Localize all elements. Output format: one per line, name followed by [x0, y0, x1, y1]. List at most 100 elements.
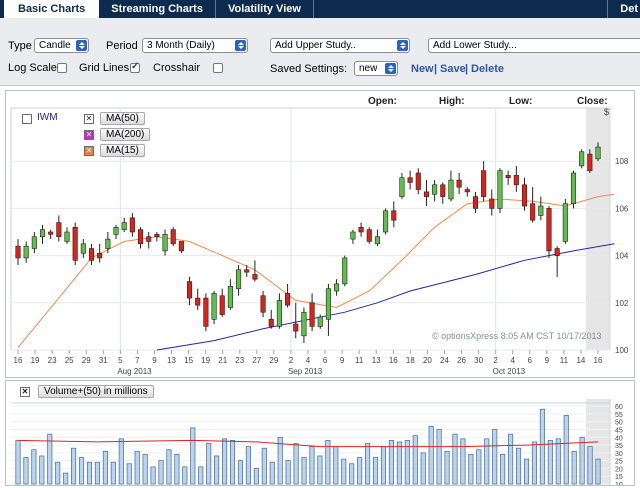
- upper-study-value: Add Upper Study..: [275, 40, 356, 51]
- x-tick-label: 27: [252, 356, 261, 365]
- x-tick-label: 13: [372, 356, 381, 365]
- volume-bar: [325, 440, 331, 485]
- candle-body: [489, 198, 495, 209]
- volume-bar: [166, 449, 172, 485]
- dropdown-arrow-icon: [385, 63, 396, 74]
- candle-body: [579, 151, 585, 167]
- volume-bar: [150, 466, 156, 485]
- volume-bar: [39, 455, 45, 485]
- volume-bars: [15, 408, 601, 485]
- high-label: High:: [439, 96, 465, 107]
- volume-bar: [571, 450, 577, 485]
- volume-study-button[interactable]: Volume+(50) in millions: [38, 385, 154, 398]
- volume-bar: [357, 457, 363, 485]
- x-tick-label: 7: [135, 356, 140, 365]
- candle-body: [546, 208, 552, 252]
- volume-chart[interactable]: 6055504540353025201510: [6, 381, 634, 485]
- lower-study-value: Add Lower Study...: [433, 40, 517, 51]
- save-link[interactable]: Save: [440, 63, 466, 75]
- volume-bar: [468, 454, 474, 485]
- month-label: Sep 2013: [288, 367, 323, 376]
- x-tick-label: 30: [474, 356, 483, 365]
- type-select-value: Candle: [39, 40, 71, 51]
- ma15-button[interactable]: MA(15): [100, 144, 145, 157]
- volume-ma-polyline: [17, 439, 599, 448]
- candle-body: [39, 229, 46, 238]
- volume-bar: [555, 438, 561, 485]
- period-label: Period: [106, 40, 138, 52]
- candle-body: [195, 297, 201, 306]
- volume-bar: [563, 415, 569, 485]
- volume-panel: ✕ Volume+(50) in millions 60 55 50 45 40 35 30…: [5, 380, 635, 486]
- tab-streaming-charts[interactable]: Streaming Charts: [99, 0, 216, 18]
- candle-body: [252, 274, 258, 280]
- x-tick-label: 24: [440, 356, 449, 365]
- lower-study-select[interactable]: Add Lower Study...: [428, 38, 640, 53]
- volume-bar: [47, 433, 53, 485]
- volume-bar: [182, 466, 188, 485]
- candle-body: [521, 184, 528, 207]
- ma50-button[interactable]: MA(50): [100, 112, 145, 125]
- candle-body: [374, 236, 380, 245]
- x-tick-label: 11: [560, 356, 569, 365]
- tab-volatility-view[interactable]: Volatility View: [216, 0, 314, 18]
- type-select[interactable]: Candle: [34, 38, 89, 53]
- candle-body: [31, 236, 37, 249]
- saved-settings-select[interactable]: new: [354, 61, 398, 76]
- volume-bar: [436, 429, 442, 485]
- watermark: © optionsXpress 8:05 AM CST 10/17/2013: [432, 331, 602, 341]
- ma-line: [17, 193, 615, 348]
- ma200-button[interactable]: MA(200): [100, 128, 151, 141]
- crosshair-checkbox[interactable]: [213, 63, 223, 73]
- volume-bar: [476, 449, 482, 485]
- y-tick-label: 106: [615, 204, 629, 213]
- volume-bar: [158, 460, 164, 485]
- tab-details[interactable]: Det: [607, 0, 640, 18]
- x-tick-label: 9: [152, 356, 157, 365]
- volume-bar: [71, 447, 77, 485]
- volume-bar: [460, 438, 466, 485]
- upper-study-select[interactable]: Add Upper Study..: [270, 38, 410, 53]
- volume-close-icon[interactable]: ✕: [20, 387, 30, 397]
- symbol-checkbox[interactable]: [22, 114, 32, 124]
- log-scale-checkbox[interactable]: [57, 63, 67, 73]
- volume-bar: [102, 450, 108, 485]
- candle-body: [88, 248, 95, 261]
- x-tick-label: 13: [167, 356, 176, 365]
- volume-bar: [190, 427, 196, 485]
- delete-link[interactable]: Delete: [471, 63, 505, 75]
- candle-body: [301, 311, 307, 337]
- x-tick-label: 23: [48, 356, 57, 365]
- new-link[interactable]: New: [411, 63, 434, 75]
- candle-body: [334, 283, 340, 292]
- grid-lines-label: Grid Lines: [79, 62, 130, 74]
- volume-bar: [428, 426, 434, 485]
- period-select[interactable]: 3 Month (Daily): [142, 38, 248, 53]
- volume-bar: [341, 458, 347, 485]
- volume-tick-label: 50: [615, 420, 623, 427]
- month-label: Aug 2013: [117, 367, 152, 376]
- candle-body: [513, 175, 519, 186]
- candles: [15, 142, 601, 343]
- candle-body: [48, 231, 54, 235]
- x-tick-label: 14: [576, 356, 585, 365]
- period-select-value: 3 Month (Daily): [147, 40, 215, 51]
- x-tick-label: 6: [323, 356, 328, 365]
- candle-body: [415, 172, 421, 190]
- tab-basic-charts[interactable]: Basic Charts: [4, 0, 100, 18]
- volume-bar: [531, 441, 537, 485]
- ma15-toggle-icon[interactable]: ✕: [84, 146, 94, 156]
- candle-body: [342, 257, 348, 285]
- candle-body: [285, 293, 291, 306]
- grid-lines-checkbox[interactable]: [130, 61, 140, 73]
- volume-bar: [317, 455, 323, 485]
- candle-body: [448, 179, 454, 200]
- x-tick-label: 29: [269, 356, 278, 365]
- ma200-toggle-icon[interactable]: ✕: [84, 130, 94, 140]
- ma50-toggle-icon[interactable]: ✕: [84, 114, 94, 124]
- volume-tick-label: 20: [615, 466, 623, 473]
- candle-body: [121, 222, 127, 230]
- volume-bar: [269, 461, 275, 485]
- y-tick-label: 100: [615, 346, 629, 355]
